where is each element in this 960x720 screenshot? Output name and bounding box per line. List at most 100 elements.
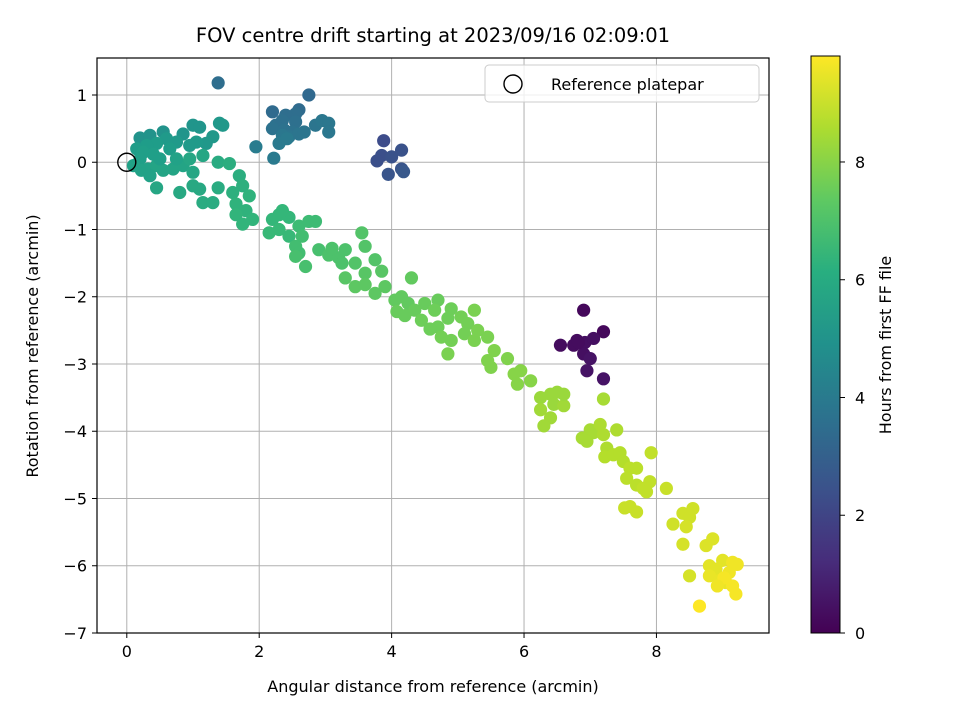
data-point xyxy=(586,331,601,346)
data-point xyxy=(245,212,260,227)
data-point xyxy=(441,311,455,325)
data-point xyxy=(295,229,309,243)
data-point xyxy=(666,517,680,531)
data-point xyxy=(471,323,485,337)
data-point xyxy=(378,280,392,294)
y-tick-label: −1 xyxy=(63,220,87,239)
data-point xyxy=(596,428,611,442)
data-point xyxy=(730,557,744,572)
data-point xyxy=(457,327,472,341)
colorbar-tick-label: 4 xyxy=(855,388,865,407)
x-tick-label: 6 xyxy=(519,642,529,661)
data-point xyxy=(212,116,227,130)
data-point xyxy=(265,122,280,136)
plot-frame xyxy=(96,57,770,634)
data-point xyxy=(275,204,289,218)
y-tick-label: −2 xyxy=(63,288,87,307)
data-point xyxy=(583,352,597,366)
data-point xyxy=(236,217,250,231)
y-tick-label: 1 xyxy=(77,86,87,105)
x-axis: 0 2 4 6 8 xyxy=(122,633,662,661)
data-point xyxy=(166,162,180,176)
legend: Reference platepar xyxy=(484,64,760,103)
data-point xyxy=(686,501,700,516)
data-point xyxy=(312,243,326,257)
x-tick-label: 4 xyxy=(387,642,397,661)
data-point xyxy=(629,461,644,475)
data-point xyxy=(659,481,673,496)
y-tick-label: 0 xyxy=(77,153,87,172)
data-point xyxy=(618,501,632,515)
colorbar-tick-label: 8 xyxy=(855,153,865,172)
data-point xyxy=(358,278,372,292)
colorbar-label: Hours from first FF file xyxy=(876,256,895,435)
data-point xyxy=(571,335,585,350)
data-point xyxy=(533,391,548,405)
data-point xyxy=(163,142,177,156)
data-point xyxy=(355,226,369,240)
data-point xyxy=(183,152,197,166)
data-point xyxy=(431,293,445,307)
data-point xyxy=(249,140,263,154)
colorbar-tick-label: 6 xyxy=(855,271,865,290)
data-point xyxy=(639,485,654,499)
data-point xyxy=(434,330,448,344)
x-tick-label: 0 xyxy=(122,642,132,661)
reference-platepar-marker xyxy=(117,152,137,172)
data-point xyxy=(193,182,207,196)
colorbar-ticks: 0 2 4 6 8 xyxy=(840,153,865,643)
data-point xyxy=(375,264,389,278)
data-point xyxy=(398,308,412,323)
data-point xyxy=(610,423,624,437)
data-point xyxy=(487,343,501,358)
data-point xyxy=(282,229,296,243)
data-point xyxy=(292,219,306,233)
data-point xyxy=(196,195,210,210)
y-tick-label: −6 xyxy=(63,557,87,576)
data-point xyxy=(348,256,362,270)
data-point xyxy=(596,392,611,406)
data-point xyxy=(272,222,286,237)
data-point xyxy=(381,167,395,181)
data-point xyxy=(394,143,409,157)
data-point xyxy=(596,372,611,386)
data-point xyxy=(481,330,495,344)
data-point xyxy=(644,446,658,460)
data-point xyxy=(702,569,717,583)
data-point xyxy=(404,271,419,285)
reference-marker xyxy=(117,152,137,172)
colorbar: 0 2 4 6 8 Hours from first FF file xyxy=(810,55,895,643)
data-point xyxy=(211,76,225,90)
data-point xyxy=(467,333,481,348)
data-point xyxy=(414,313,429,327)
data-point xyxy=(222,156,237,171)
data-point xyxy=(547,397,561,411)
data-point xyxy=(302,88,316,102)
data-point xyxy=(149,136,164,151)
data-point xyxy=(229,208,243,222)
x-axis-label: Angular distance from reference (arcmin) xyxy=(267,677,598,696)
data-point xyxy=(580,364,594,378)
data-point xyxy=(211,181,225,195)
data-point xyxy=(557,387,571,401)
data-point xyxy=(196,148,210,163)
data-point xyxy=(441,347,455,361)
chart-title: FOV centre drift starting at 2023/09/16 … xyxy=(196,24,670,47)
scatter-points xyxy=(126,76,744,613)
data-point xyxy=(289,115,303,129)
data-point xyxy=(226,185,240,200)
data-point xyxy=(325,241,339,255)
data-point xyxy=(514,364,528,378)
data-point xyxy=(423,322,437,336)
data-point xyxy=(593,417,607,432)
data-point xyxy=(533,403,548,417)
data-point xyxy=(143,169,157,183)
data-point xyxy=(729,587,743,601)
y-axis: 1 0 −1 −2 −3 −4 −5 −6 −7 xyxy=(63,86,97,643)
data-point xyxy=(716,553,730,567)
y-tick-label: −3 xyxy=(63,355,87,374)
data-point xyxy=(297,125,311,139)
data-point xyxy=(706,532,720,546)
data-point xyxy=(183,138,197,153)
data-point xyxy=(368,286,382,300)
